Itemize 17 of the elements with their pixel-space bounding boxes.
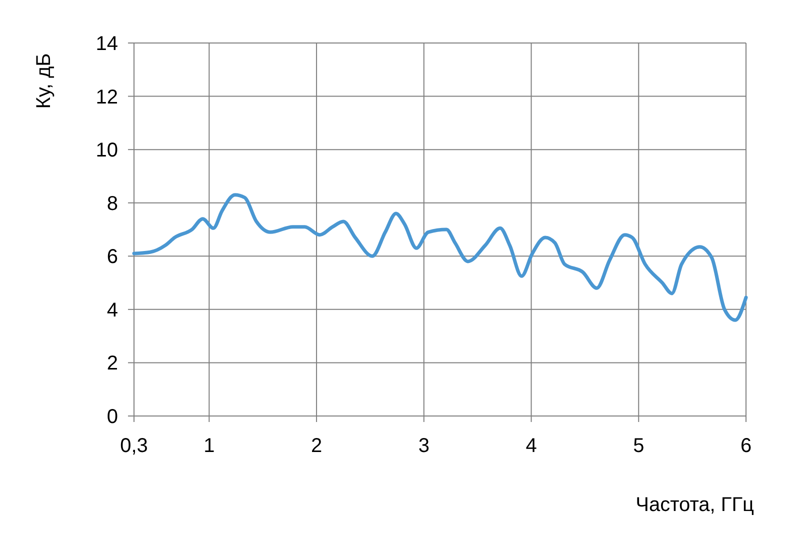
y-tick-label: 8 — [106, 192, 118, 215]
x-tick-label: 0,3 — [120, 435, 148, 457]
y-axis-title: Ку, дБ — [33, 53, 55, 109]
y-tick-label: 12 — [96, 86, 118, 108]
y-tick-label: 0 — [106, 406, 118, 428]
x-tick-label: 2 — [310, 435, 322, 457]
x-tick-label: 4 — [526, 435, 537, 457]
x-tick-label: 6 — [740, 435, 752, 457]
y-tick-label: 14 — [96, 33, 118, 55]
x-axis-title: Частота, ГГц — [636, 494, 754, 516]
y-tick-label: 6 — [106, 246, 118, 268]
y-tick-label: 2 — [106, 352, 118, 375]
y-tick-label: 10 — [96, 140, 118, 162]
y-tick-label: 4 — [106, 299, 118, 322]
x-tick-label: 3 — [418, 435, 430, 457]
x-tick-label: 1 — [204, 435, 215, 457]
x-tick-label: 5 — [633, 435, 644, 457]
